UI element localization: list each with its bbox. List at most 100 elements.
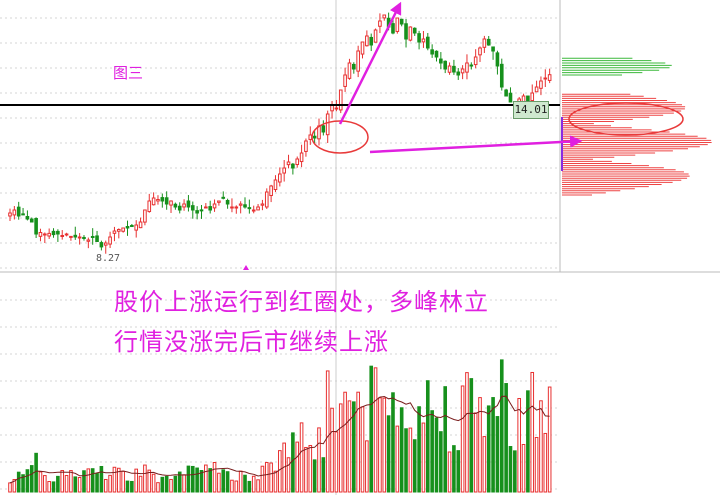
candle-body	[495, 52, 500, 67]
volume-bar	[378, 397, 382, 493]
volume-bar	[517, 398, 521, 493]
candle-body	[151, 197, 156, 206]
candle-body	[308, 134, 313, 140]
volume-bar	[69, 470, 73, 493]
volume-bar	[312, 459, 317, 493]
candle-body	[212, 203, 217, 209]
volume-bar	[95, 473, 99, 493]
candle-body	[421, 38, 426, 43]
volume-bar	[121, 470, 125, 493]
price-tag: 14.01	[513, 101, 549, 119]
candle-body	[425, 36, 430, 49]
candle-body	[264, 191, 269, 208]
volume-bar	[347, 400, 352, 493]
volume-bar	[238, 470, 243, 493]
volume-bar	[138, 475, 143, 493]
volume-bar	[190, 465, 195, 493]
volume-bar	[404, 428, 408, 493]
candle-body	[499, 63, 504, 88]
candle-body	[234, 206, 239, 209]
candle-body	[90, 235, 95, 238]
volume-bar	[225, 471, 230, 493]
candle-body	[547, 74, 552, 81]
candle-body	[291, 163, 295, 169]
volume-bar	[160, 476, 165, 493]
candle-body	[217, 200, 221, 203]
volume-bar	[365, 440, 369, 493]
volume-series	[8, 359, 552, 493]
volume-bar	[56, 475, 60, 493]
candle-body	[417, 33, 421, 43]
volume-bar	[434, 417, 439, 493]
volume-bar	[34, 452, 38, 493]
volume-bar	[177, 471, 182, 493]
volume-bar	[217, 472, 221, 493]
volume-bar	[452, 445, 456, 493]
volume-bar	[469, 378, 474, 493]
figure-label: 图三	[113, 64, 144, 82]
candle-body	[508, 92, 513, 103]
volume-bar	[460, 385, 465, 493]
candle-body	[543, 77, 548, 80]
candle-body	[199, 209, 204, 212]
candle-body	[299, 152, 304, 163]
support-arrow	[369, 135, 583, 154]
volume-bar	[29, 465, 34, 493]
volume-bar	[308, 444, 313, 493]
volume-bar	[412, 439, 417, 493]
candle-body	[38, 232, 43, 237]
volume-bar	[304, 446, 308, 493]
volume-bar	[482, 436, 487, 493]
volume-bar	[495, 416, 500, 493]
candle-body	[21, 213, 25, 216]
candle-body	[334, 107, 339, 110]
volume-bar	[473, 412, 478, 493]
volume-bar	[295, 441, 300, 493]
volume-bar	[478, 397, 482, 493]
volume-bar	[230, 479, 234, 493]
candle-body	[60, 235, 65, 237]
volume-bar	[260, 465, 265, 493]
volume-bar	[221, 469, 226, 493]
volume-bar	[273, 470, 278, 493]
volume-bar	[51, 481, 56, 493]
candle-body	[347, 62, 352, 79]
volume-bar	[8, 482, 12, 493]
candle-body	[112, 230, 117, 234]
volume-bar	[356, 391, 360, 493]
volume-bar	[173, 475, 178, 493]
candle-body	[465, 62, 469, 73]
volume-bar	[43, 475, 47, 493]
volume-bar	[256, 479, 260, 493]
volume-bar	[430, 410, 434, 493]
candle-body	[16, 206, 21, 217]
volume-ma-line	[9, 395, 550, 484]
volume-bar	[534, 436, 539, 493]
volume-bar	[156, 482, 160, 493]
candle-body	[482, 38, 487, 48]
candle-body	[338, 89, 343, 111]
volume-bar	[547, 386, 552, 493]
candle-body	[295, 158, 300, 166]
volume-bar	[369, 365, 374, 493]
candle-body	[34, 217, 38, 235]
candle-body	[395, 17, 400, 32]
candle-body	[77, 236, 82, 239]
volume-bar	[103, 478, 108, 493]
volume-bar	[82, 470, 86, 493]
candle-body	[486, 38, 491, 46]
candle-body	[130, 225, 134, 228]
volume-bar	[530, 371, 535, 493]
volume-bar	[321, 457, 326, 493]
candle-body	[278, 173, 282, 183]
candle-body	[321, 125, 326, 133]
candle-body	[69, 235, 73, 238]
volume-bar	[108, 474, 112, 493]
candle-body	[356, 50, 360, 72]
candle-body	[530, 92, 535, 102]
volume-bar	[439, 431, 443, 493]
candle-body	[156, 199, 160, 202]
candle-body	[230, 206, 234, 209]
annotation-layer	[0, 1, 684, 270]
